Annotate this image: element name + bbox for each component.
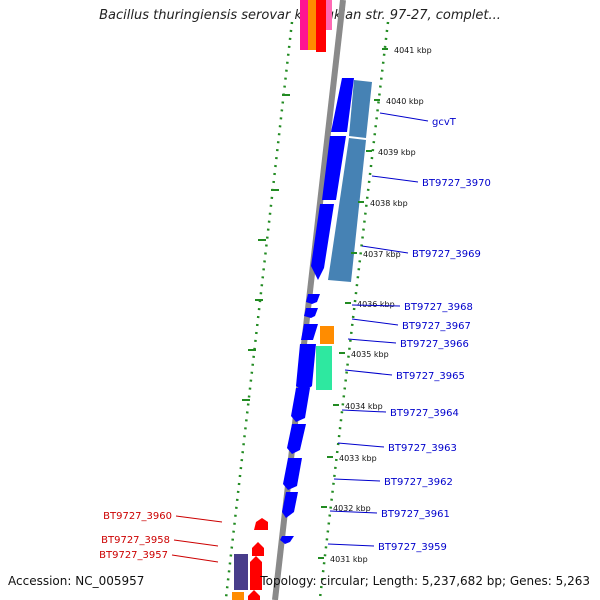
left-gene-labels: BT9727_3960 BT9727_3958 BT9727_3957 [99,511,223,563]
tick-label: 4038 kbp [370,199,408,208]
tick-label: 4040 kbp [386,97,424,106]
gene-label: BT9727_3962 [384,477,453,488]
label-leader-line [361,245,409,254]
forward-genes [280,78,354,544]
tick-label: 4039 kbp [378,148,416,157]
gene-label: BT9727_3961 [381,509,450,520]
label-leader-line [347,338,397,344]
label-leader-line [379,112,429,122]
orange-gene-bottom [232,592,244,600]
inner-dotted-guide [224,21,294,599]
gene-label: BT9727_3964 [390,408,459,419]
kbp-ticks: 4041 kbp 4040 kbp 4039 kbp 4038 kbp 4037 kbp… [318,46,432,564]
tick-label: 4033 kbp [339,454,377,463]
gene-label: BT9727_3970 [422,178,491,189]
gene-label: BT9727_3960 [103,511,172,522]
gene-label: BT9727_3963 [388,443,457,454]
tick-label: 4036 kbp [357,300,395,309]
orange-gene [320,326,334,344]
accession-label: Accession: NC_005957 [8,574,145,588]
gene-label: BT9727_3966 [400,339,469,350]
label-leader-line [175,515,223,523]
skew-marks [242,94,290,401]
purple-gene [234,554,248,590]
tick-label: 4034 kbp [345,402,383,411]
label-leader-line [171,554,219,563]
gene-label: BT9727_3959 [378,542,447,553]
label-leader-line [371,175,419,183]
label-leader-line [173,539,219,547]
right-gene-labels: gcvT BT9727_3970 BT9727_3969 BT9727_3968 BT9… [327,112,491,553]
label-leader-line [351,318,399,326]
cds-track [328,80,372,282]
label-leader-line [327,543,375,547]
gene-label: BT9727_3965 [396,371,465,382]
label-leader-line [329,510,378,514]
gene-label: gcvT [432,117,457,128]
gene-label: BT9727_3968 [404,302,473,313]
label-leader-line [351,304,401,307]
teal-gene [316,346,332,390]
tick-label: 4037 kbp [363,250,401,259]
outer-dotted-guide [318,21,390,599]
gene-label: BT9727_3967 [402,321,471,332]
gene-label: BT9727_3957 [99,550,168,561]
label-leader-line [337,442,385,448]
label-leader-line [341,409,387,413]
map-title: Bacillus thuringiensis serovar konkukian… [99,8,501,23]
tick-label: 4041 kbp [394,46,432,55]
label-leader-line [344,369,393,376]
tick-label: 4035 kbp [351,350,389,359]
gene-label: BT9727_3969 [412,249,481,260]
label-leader-line [333,478,381,482]
genome-summary-label: Topology: circular; Length: 5,237,682 bp… [260,574,590,588]
gene-label: BT9727_3958 [101,535,170,546]
reverse-genes [248,518,268,600]
top-genes [300,0,332,52]
tick-label: 4032 kbp [333,504,371,513]
tick-label: 4031 kbp [330,555,368,564]
